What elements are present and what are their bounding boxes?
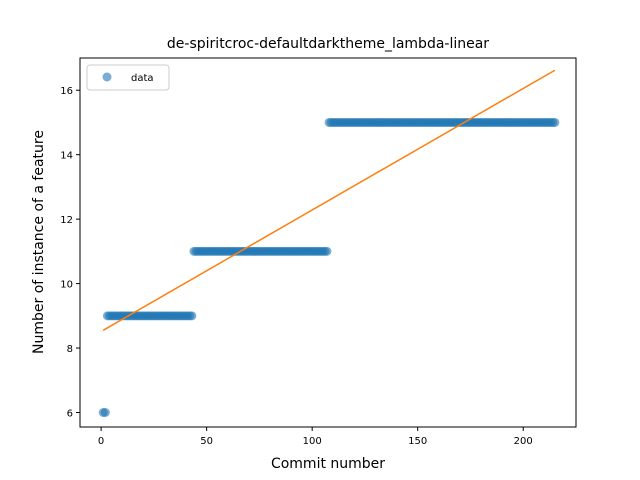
x-tick-label: 50 (200, 436, 213, 447)
legend-box (86, 64, 170, 91)
y-axis-label: Number of instance of a feature (31, 130, 47, 354)
linear-fit-line (102, 69, 556, 331)
legend: data (86, 64, 170, 91)
y-axis-ticks: 6 8 10 12 14 16 (60, 86, 80, 419)
y-tick-label: 12 (60, 215, 73, 226)
legend-marker-data (102, 72, 112, 82)
legend-label-data: data (131, 73, 154, 84)
x-tick-label: 0 (98, 436, 104, 447)
x-axis-ticks: 0 50 100 150 200 (98, 427, 533, 447)
y-tick-label: 16 (60, 86, 73, 97)
data-point (100, 408, 110, 417)
x-axis-label: Commit number (271, 456, 385, 472)
x-tick-label: 100 (303, 436, 322, 447)
x-tick-label: 150 (408, 436, 427, 447)
y-tick-label: 8 (67, 344, 73, 355)
data-point (550, 117, 560, 127)
data-point (322, 246, 332, 256)
y-tick-label: 14 (60, 151, 73, 162)
y-tick-label: 10 (60, 280, 73, 291)
plot-marks (98, 69, 560, 417)
data-point (187, 311, 197, 321)
y-tick-label: 6 (67, 408, 73, 419)
x-tick-label: 200 (514, 436, 533, 447)
chart-title: de-spiritcroc-defaultdarktheme_lambda-li… (167, 36, 489, 52)
plot-frame (79, 57, 577, 428)
